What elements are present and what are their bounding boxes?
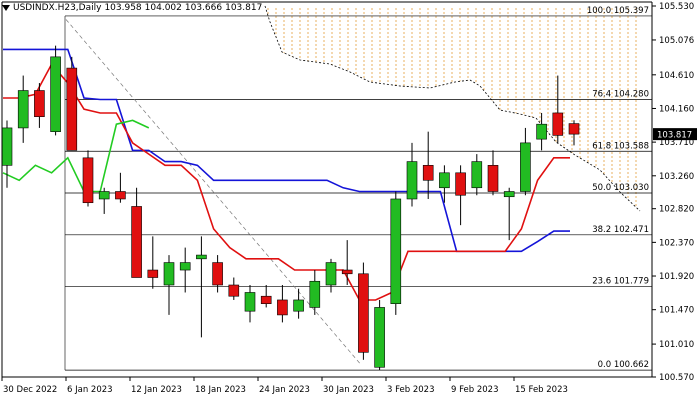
bull-candle <box>293 299 304 312</box>
bull-candle <box>309 280 321 308</box>
price-tick-label: 100.570 <box>659 373 694 383</box>
bear-candle <box>455 172 466 196</box>
current-price-marker <box>653 128 697 141</box>
fib-level-label: 0.0 100.662 <box>598 360 649 370</box>
fib-level-label: 50.0 103.030 <box>592 183 649 193</box>
price-tick-label: 101.920 <box>659 272 694 282</box>
ohlc-close: 103.817 <box>225 3 263 13</box>
time-tick-label: 6 Jan 2023 <box>67 385 113 395</box>
bear-candle <box>82 157 94 204</box>
time-tick-label: 24 Jan 2023 <box>259 385 310 395</box>
bear-candle <box>212 262 223 286</box>
time-tick-label: 30 Jan 2023 <box>323 385 374 395</box>
bull-candle <box>244 292 256 312</box>
price-tick-label: 105.530 <box>659 2 694 12</box>
bear-candle <box>568 123 580 135</box>
bear-candle <box>277 299 288 316</box>
price-tick-label: 103.260 <box>659 172 694 182</box>
bull-candle <box>98 191 110 200</box>
price-tick-label: 104.160 <box>659 104 694 114</box>
bear-candle <box>115 191 126 200</box>
fib-level-label: 61.8 103.588 <box>592 141 649 151</box>
price-tick-label: 104.610 <box>659 71 694 81</box>
tenkan-sen-line <box>3 62 570 301</box>
bull-candle <box>50 56 61 132</box>
fib-level-label: 38.2 102.471 <box>592 225 649 235</box>
bull-candle <box>196 254 207 260</box>
ohlc-high: 104.002 <box>144 3 182 13</box>
time-tick-label: 18 Jan 2023 <box>195 385 246 395</box>
bear-candle <box>487 165 499 192</box>
bull-candle <box>520 142 531 192</box>
price-tick-label: 103.710 <box>659 138 694 148</box>
price-tick-label: 102.370 <box>659 238 694 248</box>
chikou-span-line <box>2 119 150 193</box>
price-tick-label: 101.470 <box>659 306 694 316</box>
fib-level-label: 100.0 105.397 <box>587 6 649 16</box>
bull-candle <box>503 191 515 198</box>
time-tick-label: 12 Jan 2023 <box>131 385 182 395</box>
current-price-label: 103.817 <box>657 131 692 141</box>
price-tick-label: 101.010 <box>659 340 694 350</box>
price-tick-label: 102.820 <box>659 205 694 215</box>
bear-candle <box>260 295 272 304</box>
bull-candle <box>17 90 29 129</box>
bear-candle <box>341 269 353 275</box>
cloud-boundary-line <box>264 5 641 212</box>
time-tick-label: 3 Feb 2023 <box>387 385 435 395</box>
ohlc-low: 103.666 <box>184 3 223 13</box>
bear-candle <box>34 90 45 118</box>
fib-level-label: 76.4 104.280 <box>592 89 649 99</box>
bear-candle <box>422 165 434 181</box>
dashed-trendline <box>65 19 361 364</box>
bull-candle <box>179 262 191 271</box>
dropdown-triangle-icon[interactable] <box>2 5 10 11</box>
bull-candle <box>163 262 175 286</box>
time-tick-label: 30 Dec 2022 <box>3 385 57 395</box>
ohlc-open: 103.958 <box>104 3 142 13</box>
bull-candle <box>374 307 385 368</box>
time-tick-label: 15 Feb 2023 <box>515 385 568 395</box>
bear-candle <box>552 112 564 136</box>
bull-candle <box>1 127 13 166</box>
bear-candle <box>228 284 240 297</box>
price-tick-label: 105.076 <box>659 36 694 46</box>
bull-candle <box>325 262 337 286</box>
bull-candle <box>471 161 483 189</box>
bear-candle <box>131 206 142 278</box>
chart-title-bar: USDINDX.H23,Daily 103.958 104.002 103.66… <box>2 3 262 13</box>
bear-candle <box>147 269 159 278</box>
bull-candle <box>406 161 418 200</box>
bull-candle <box>390 198 402 304</box>
symbol-label: USDINDX.H23,Daily <box>13 3 102 13</box>
time-tick-label: 9 Feb 2023 <box>451 385 499 395</box>
fib-level-label: 23.6 101.779 <box>592 277 649 287</box>
bull-candle <box>439 172 450 189</box>
bear-candle <box>66 67 78 151</box>
ichimoku-cloud <box>265 6 640 211</box>
bear-candle <box>358 273 369 353</box>
bull-candle <box>536 123 547 140</box>
